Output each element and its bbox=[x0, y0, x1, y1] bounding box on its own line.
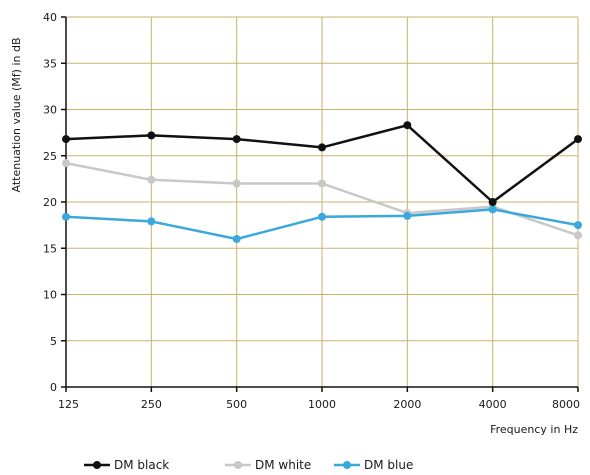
y-tick-label: 20 bbox=[43, 196, 57, 209]
legend-label-dm-black: DM black bbox=[114, 458, 169, 472]
x-tick-label: 125 bbox=[58, 398, 79, 411]
x-tick-label: 8000 bbox=[552, 398, 580, 411]
data-point-dm-black bbox=[232, 135, 241, 144]
data-point-dm-white bbox=[62, 159, 70, 168]
data-point-dm-blue bbox=[147, 217, 156, 226]
data-point-dm-white bbox=[147, 175, 156, 184]
y-tick-label: 35 bbox=[43, 57, 57, 70]
y-tick-label: 25 bbox=[43, 150, 57, 163]
data-point-dm-blue bbox=[574, 221, 582, 230]
y-tick-label: 0 bbox=[50, 381, 57, 394]
y-tick-label: 10 bbox=[43, 289, 57, 302]
x-tick-label: 4000 bbox=[479, 398, 507, 411]
legend-marker-dm-white bbox=[234, 461, 242, 469]
data-point-dm-black bbox=[574, 135, 582, 144]
data-point-dm-black bbox=[488, 198, 497, 206]
axes: 0 5 10 15 20 25 30 35 40 125 250 500 1000 2000 4000 800… bbox=[43, 11, 580, 411]
data-point-dm-blue bbox=[403, 211, 412, 220]
data-point-dm-black bbox=[318, 143, 326, 152]
data-point-dm-blue bbox=[488, 205, 497, 214]
legend-marker-dm-black bbox=[93, 461, 101, 469]
x-tick-label: 500 bbox=[226, 398, 247, 411]
data-point-dm-black bbox=[403, 121, 412, 130]
x-tick-label: 2000 bbox=[393, 398, 421, 411]
data-point-dm-blue bbox=[318, 212, 326, 221]
data-point-dm-white bbox=[318, 179, 326, 188]
y-axis-title: Attenuation value (Mf) in dB bbox=[10, 37, 23, 192]
x-tick-label: 1000 bbox=[308, 398, 336, 411]
grid bbox=[66, 16, 579, 387]
legend-label-dm-white: DM white bbox=[255, 458, 311, 472]
data-point-dm-blue bbox=[232, 235, 241, 243]
y-tick-label: 30 bbox=[43, 104, 57, 117]
y-tick-label: 5 bbox=[50, 335, 57, 348]
data-point-dm-black bbox=[62, 135, 70, 144]
series-lines bbox=[62, 121, 582, 243]
y-tick-label: 15 bbox=[43, 242, 57, 255]
x-tick-label: 250 bbox=[141, 398, 162, 411]
data-point-dm-white bbox=[574, 231, 582, 240]
data-point-dm-white bbox=[232, 179, 241, 188]
data-point-dm-black bbox=[147, 131, 156, 140]
x-axis-title: Frequency in Hz bbox=[490, 423, 578, 436]
legend: DM black DM white DM blue bbox=[84, 458, 413, 472]
legend-label-dm-blue: DM blue bbox=[364, 458, 413, 472]
data-point-dm-blue bbox=[62, 212, 70, 221]
y-tick-label: 40 bbox=[43, 11, 57, 24]
legend-marker-dm-blue bbox=[343, 461, 351, 469]
